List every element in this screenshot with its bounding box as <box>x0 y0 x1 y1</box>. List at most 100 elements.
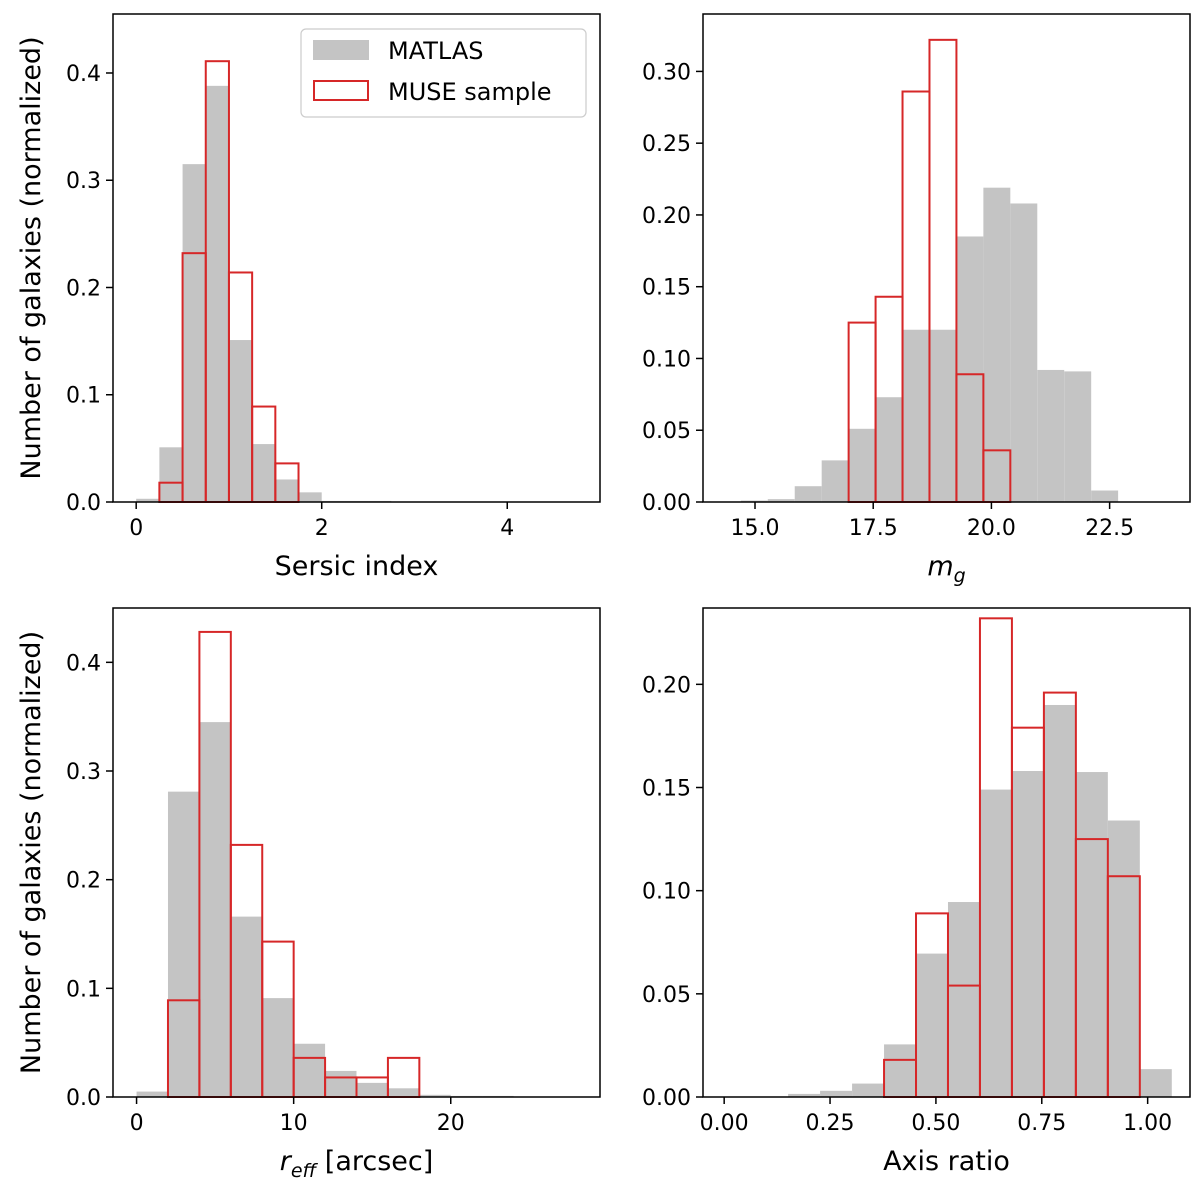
y-tick-label: 0.0 <box>66 1086 101 1111</box>
matlas-bar <box>1011 771 1044 1097</box>
matlas-bar <box>1064 371 1092 502</box>
x-tick-label: 0.50 <box>911 1111 960 1136</box>
x-axis-label: Axis ratio <box>883 1146 1010 1177</box>
matlas-bar <box>230 916 263 1097</box>
x-axis-label: Sersic index <box>275 551 439 582</box>
x-tick-label: 0 <box>130 1111 144 1136</box>
matlas-bar <box>983 187 1011 503</box>
x-tick-label: 4 <box>500 516 514 541</box>
y-tick-label: 0.3 <box>66 169 101 194</box>
matlas-bar <box>875 397 903 502</box>
matlas-bar <box>387 1088 420 1097</box>
y-tick-label: 0.2 <box>66 276 101 301</box>
y-tick-label: 0.4 <box>66 62 101 87</box>
matlas-bar <box>820 1090 853 1097</box>
matlas-bar <box>884 1044 917 1097</box>
x-axis-label: reff [arcsec] <box>280 1146 434 1182</box>
x-axis-label: mg <box>927 551 965 587</box>
y-tick-label: 0.2 <box>66 869 101 894</box>
y-axis-label: Number of galaxies (normalized) <box>16 36 47 479</box>
x-tick-label: 0.75 <box>1017 1111 1066 1136</box>
matlas-bar <box>262 998 294 1097</box>
matlas-bar <box>136 1091 168 1097</box>
y-tick-label: 0.20 <box>642 204 691 229</box>
y-tick-label: 0.05 <box>642 983 691 1008</box>
legend: MATLAS MUSE sample <box>300 28 587 118</box>
y-tick-label: 0.10 <box>642 347 691 372</box>
axes-frame <box>112 13 601 503</box>
matlas-bar <box>1139 1069 1172 1097</box>
matlas-bar <box>821 460 849 502</box>
x-tick-label: 2 <box>315 516 329 541</box>
x-tick-label: 0.25 <box>806 1111 855 1136</box>
y-tick-label: 0.25 <box>642 132 691 157</box>
matlas-bar <box>167 791 200 1097</box>
y-tick-label: 0.1 <box>66 384 101 409</box>
y-tick-label: 0.30 <box>642 60 691 85</box>
matlas-bar <box>852 1083 885 1097</box>
x-tick-label: 22.5 <box>1085 516 1134 541</box>
matlas-bar <box>136 498 160 502</box>
x-tick-label: 1.00 <box>1123 1111 1172 1136</box>
matlas-bar <box>979 789 1012 1097</box>
x-tick-label: 15.0 <box>731 516 780 541</box>
matlas-bar <box>767 499 795 502</box>
y-tick-label: 0.15 <box>642 276 691 301</box>
y-tick-label: 0.05 <box>642 419 691 444</box>
y-tick-label: 0.10 <box>642 880 691 905</box>
matlas-bar <box>293 1043 326 1097</box>
matlas-bar <box>947 902 980 1097</box>
y-tick-label: 0.0 <box>66 491 101 516</box>
matlas-bar <box>1091 490 1119 502</box>
matlas-bar <box>956 236 984 502</box>
matlas-bar <box>1010 203 1038 502</box>
panel-1: 0 2 4 0.0 0.1 0.2 0.3 0.4 Sersic index Number of … <box>16 13 601 582</box>
matlas-bar <box>199 722 231 1097</box>
matlas-bar <box>916 953 948 1097</box>
matlas-bar <box>794 486 822 502</box>
x-tick-label: 0.00 <box>700 1111 749 1136</box>
axes-frame <box>702 607 1191 1098</box>
legend-swatch-muse <box>313 80 369 101</box>
panel-2: 15.0 17.5 20.0 22.5 0.00 0.05 0.10 0.15 0.20 0.25… <box>642 13 1191 587</box>
x-tick-label: 0 <box>129 516 143 541</box>
x-tick-label: 17.5 <box>849 516 898 541</box>
matlas-bar <box>1075 772 1108 1097</box>
legend-box <box>300 28 587 118</box>
matlas-bar <box>356 1082 388 1097</box>
matlas-bar <box>252 444 276 502</box>
legend-swatch-matlas <box>313 40 369 60</box>
y-tick-label: 0.20 <box>642 673 691 698</box>
legend-label-matlas: MATLAS <box>388 37 484 65</box>
y-tick-label: 0.4 <box>66 651 101 676</box>
matlas-bar <box>182 164 206 502</box>
matlas-bar <box>848 428 876 502</box>
matlas-bar <box>298 492 322 502</box>
y-tick-label: 0.1 <box>66 977 101 1002</box>
matlas-bar <box>228 340 253 502</box>
matlas-bar <box>902 329 930 502</box>
matlas-bar <box>159 447 183 502</box>
matlas-bar <box>325 1070 357 1097</box>
axes-frame <box>112 607 601 1098</box>
matlas-bar <box>1037 369 1065 502</box>
matlas-bar <box>1107 820 1140 1097</box>
x-tick-label: 20 <box>437 1111 465 1136</box>
panel-4: 0.00 0.25 0.50 0.75 1.00 0.00 0.05 0.10 0.15 0.20… <box>642 607 1191 1177</box>
y-tick-label: 0.3 <box>66 760 101 785</box>
matlas-bar <box>929 329 957 502</box>
matlas-bar <box>1043 704 1076 1097</box>
y-tick-label: 0.00 <box>642 491 691 516</box>
y-axis-label: Number of galaxies (normalized) <box>16 631 47 1074</box>
x-tick-label: 10 <box>280 1111 308 1136</box>
matlas-bar <box>205 85 229 503</box>
y-tick-label: 0.15 <box>642 777 691 802</box>
y-tick-label: 0.00 <box>642 1086 691 1111</box>
matlas-bar <box>419 1094 451 1097</box>
legend-label-muse: MUSE sample <box>388 78 552 106</box>
matlas-bar <box>788 1093 821 1097</box>
axes-frame <box>702 13 1191 503</box>
matlas-bar <box>275 479 299 502</box>
x-tick-label: 20.0 <box>967 516 1016 541</box>
